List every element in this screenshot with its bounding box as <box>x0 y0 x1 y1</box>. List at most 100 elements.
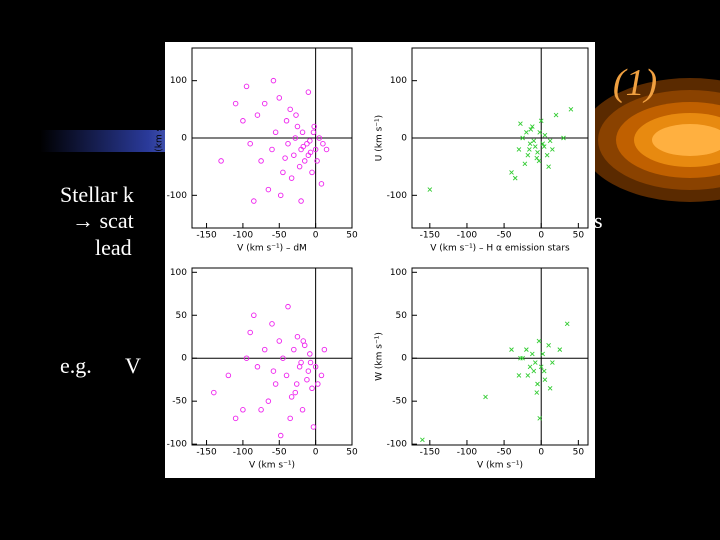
point <box>232 415 239 422</box>
x-tick-label: -50 <box>272 231 287 241</box>
point <box>309 169 315 176</box>
point <box>561 135 566 141</box>
point <box>311 123 317 130</box>
point <box>294 333 301 340</box>
point <box>541 144 547 149</box>
point <box>509 347 514 352</box>
y-tick-label: 0 <box>401 354 407 364</box>
point <box>309 385 315 392</box>
y-axis-label: W (km s⁻¹) <box>155 332 165 381</box>
point <box>261 346 268 353</box>
point <box>310 424 317 430</box>
point <box>427 187 433 192</box>
point <box>538 364 544 370</box>
point <box>531 138 537 144</box>
point <box>537 416 543 421</box>
point <box>527 147 532 152</box>
y-tick-label: -50 <box>392 397 407 407</box>
point <box>254 112 261 118</box>
point <box>516 373 522 378</box>
point <box>296 163 303 170</box>
point <box>270 368 277 374</box>
y-axis-label: U (km s⁻¹) <box>375 115 385 161</box>
x-tick-label: -50 <box>497 231 512 241</box>
decor-rings <box>580 78 720 202</box>
point <box>315 381 321 387</box>
point <box>522 161 528 167</box>
x-tick-label: -100 <box>233 448 254 458</box>
point <box>298 198 304 204</box>
point <box>305 89 312 95</box>
point <box>301 158 308 164</box>
plot-frame <box>411 267 589 446</box>
point <box>535 150 540 155</box>
point <box>544 152 550 158</box>
slide-number: (1) <box>613 62 657 104</box>
x-tick-label: 50 <box>346 231 358 241</box>
point <box>320 140 326 147</box>
y-tick-label: 100 <box>390 268 407 278</box>
point <box>536 158 542 164</box>
y-axis-label: W (km s⁻¹) <box>375 332 385 381</box>
point <box>318 372 325 379</box>
point <box>280 169 286 176</box>
point <box>564 321 570 327</box>
x-tick-label: 0 <box>538 231 544 241</box>
x-axis-label: V (km s⁻¹) – dM <box>237 244 307 254</box>
point <box>254 364 261 370</box>
x-tick-label: 50 <box>573 231 585 241</box>
point <box>277 192 284 199</box>
y-tick-label: 100 <box>170 76 187 86</box>
point <box>529 124 535 129</box>
point <box>541 368 547 374</box>
y-tick-label: 50 <box>176 311 188 321</box>
point <box>420 437 425 443</box>
point <box>525 152 531 158</box>
x-axis-label: V (km s⁻¹) <box>477 461 523 471</box>
point <box>516 147 522 152</box>
point <box>283 372 290 379</box>
point <box>536 338 542 344</box>
y-tick-label: -100 <box>167 440 188 450</box>
x-tick-label: 0 <box>313 448 319 458</box>
y-tick-label: -100 <box>167 191 188 201</box>
point <box>276 95 283 101</box>
y-tick-label: 0 <box>181 354 187 364</box>
x-tick-label: 0 <box>313 231 319 241</box>
point <box>265 186 272 193</box>
x-tick-label: -50 <box>497 448 512 458</box>
slide-line: lead <box>95 235 132 260</box>
x-tick-label: 0 <box>538 448 544 458</box>
point <box>293 381 300 387</box>
point <box>285 303 291 310</box>
x-axis-label: V (km s⁻¹) – H α emission stars <box>430 244 570 254</box>
point <box>531 368 537 374</box>
point <box>529 351 535 357</box>
point <box>282 155 288 161</box>
point <box>243 355 250 361</box>
point <box>293 112 299 118</box>
point <box>276 338 283 344</box>
y-axis-label: U (km s⁻¹) <box>155 115 165 161</box>
point <box>532 144 538 149</box>
point <box>285 140 291 147</box>
point <box>527 364 533 370</box>
point <box>547 138 553 144</box>
point <box>540 141 546 147</box>
point <box>310 129 317 136</box>
chart: -150 -100 -50 0 50 -100 0 100 V (km s⁻¹) – dM U (… <box>155 47 358 254</box>
x-tick-label: -150 <box>420 231 441 241</box>
point <box>300 338 307 344</box>
y-tick-label: -50 <box>172 397 187 407</box>
y-tick-label: 0 <box>401 134 407 144</box>
point <box>534 390 540 395</box>
point <box>518 355 523 361</box>
point <box>538 118 544 124</box>
point <box>307 138 313 144</box>
point <box>280 355 286 361</box>
point <box>550 147 555 152</box>
point <box>294 123 301 130</box>
point <box>321 346 328 353</box>
point <box>520 135 525 141</box>
